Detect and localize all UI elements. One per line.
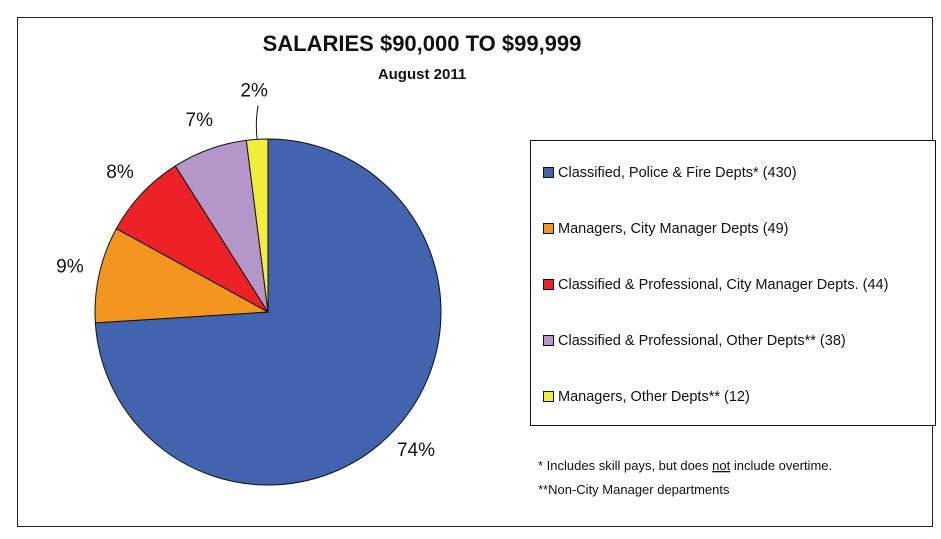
footnote: **Non-City Manager departments <box>538 482 730 497</box>
data-label: 9% <box>56 257 84 278</box>
chart-title: SALARIES $90,000 TO $99,999 <box>263 31 582 56</box>
legend-swatch <box>543 167 554 178</box>
legend-swatch <box>543 335 554 346</box>
data-label: 2% <box>240 80 268 101</box>
data-label: 8% <box>106 162 134 183</box>
pie-slice <box>94 227 270 324</box>
data-label: 74% <box>397 440 435 461</box>
legend-swatch <box>543 223 554 234</box>
footnote-part: not <box>712 458 730 473</box>
legend-box <box>530 140 936 426</box>
footnote: * Includes skill pays, but does not incl… <box>538 458 832 473</box>
footnote-part: include overtime. <box>730 458 832 473</box>
footnote-part: * Includes skill pays, but does <box>538 458 712 473</box>
chart-subtitle: August 2011 <box>378 66 466 83</box>
legend-label: Managers, City Manager Depts (49) <box>558 221 789 237</box>
legend-swatch <box>543 279 554 290</box>
legend-swatch <box>543 391 554 402</box>
legend-label: Classified & Professional, Other Depts**… <box>558 333 846 349</box>
legend-label: Managers, Other Depts** (12) <box>558 389 750 405</box>
footnote-part: **Non-City Manager departments <box>538 482 730 497</box>
legend-label: Classified & Professional, City Manager … <box>558 277 888 293</box>
data-label: 7% <box>186 110 214 131</box>
leader-line <box>255 105 259 140</box>
legend-label: Classified, Police & Fire Depts* (430) <box>558 165 797 181</box>
